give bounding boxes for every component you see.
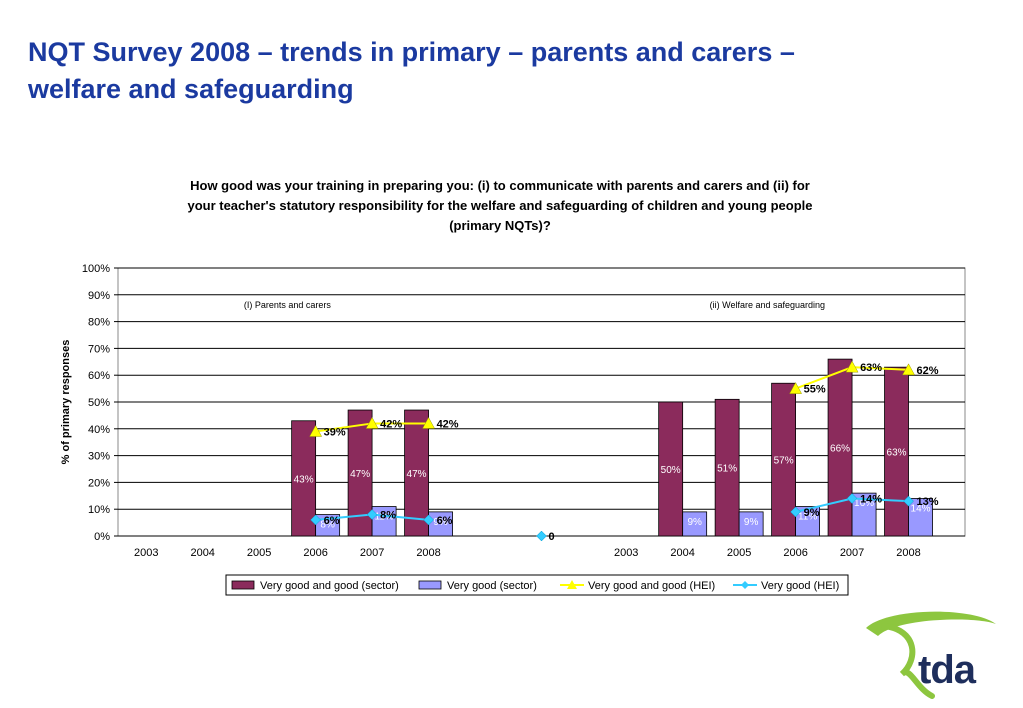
- line-data-label: 39%: [324, 426, 346, 438]
- bar-data-label: 9%: [433, 517, 448, 528]
- bar-sector-very-good: [428, 511, 453, 537]
- legend-entry: Very good and good (sector): [260, 580, 399, 592]
- legend-swatch: [418, 580, 442, 590]
- bar-data-label: 63%: [887, 448, 907, 459]
- bar-sector-good: [714, 398, 740, 537]
- line-data-label: 55%: [804, 384, 826, 396]
- bar-data-label: 47%: [350, 469, 370, 480]
- marker-hei-good: [365, 416, 379, 429]
- gap-marker: [536, 530, 547, 542]
- x-tick-label: 2007: [360, 547, 384, 559]
- x-tick-label: 2004: [670, 547, 694, 559]
- bar-sector-good: [884, 366, 909, 537]
- y-tick-label: 100%: [82, 263, 110, 275]
- x-tick-label: 2008: [896, 547, 920, 559]
- line-data-label: 63%: [860, 362, 882, 374]
- group-label: (I) Parents and carers: [244, 300, 332, 310]
- bar-sector-very-good: [908, 498, 933, 537]
- bar-data-label: 9%: [687, 517, 702, 528]
- marker-hei-very-good: [366, 509, 378, 520]
- group-label: (ii) Welfare and safeguarding: [710, 300, 825, 310]
- marker-hei-good: [309, 424, 323, 437]
- marker-hei-good: [422, 416, 435, 429]
- bar-sector-good: [827, 358, 853, 537]
- chart-title-line-3: (primary NQTs)?: [449, 218, 551, 233]
- bar-data-label: 16%: [854, 498, 874, 509]
- y-tick-label: 90%: [88, 290, 110, 302]
- slide-title-line-2: welfare and safeguarding: [28, 74, 354, 104]
- bar-sector-very-good: [371, 506, 397, 537]
- marker-hei-good: [845, 360, 859, 373]
- bar-sector-very-good: [682, 511, 708, 537]
- bar-data-label: 9%: [744, 517, 759, 528]
- bar-data-label: 14%: [911, 503, 931, 514]
- y-tick-label: 50%: [88, 397, 110, 409]
- x-tick-label: 2005: [247, 547, 271, 559]
- y-axis-label: % of primary responses: [60, 340, 72, 465]
- bar-data-label: 8%: [320, 520, 335, 531]
- y-tick-label: 80%: [88, 317, 110, 329]
- marker-hei-good: [789, 382, 803, 394]
- chart-title-line-1: How good was your training in preparing …: [190, 178, 810, 193]
- marker-hei-good: [902, 363, 915, 376]
- bar-sector-good: [404, 409, 429, 537]
- gap-marker-label: 0: [549, 531, 555, 543]
- line-data-label: 14%: [860, 493, 882, 505]
- chart-title-line-2: your teacher's statutory responsibility …: [187, 198, 813, 213]
- legend-box: [225, 574, 849, 596]
- legend-entry: Very good (HEI): [761, 580, 839, 592]
- bar-data-label: 66%: [830, 444, 850, 455]
- x-tick-label: 2007: [840, 547, 864, 559]
- x-tick-label: 2006: [783, 547, 807, 559]
- x-tick-label: 2006: [303, 547, 327, 559]
- tda-logo: [866, 611, 996, 699]
- y-tick-label: 20%: [88, 477, 110, 489]
- marker-hei-very-good: [423, 514, 434, 526]
- line-data-label: 6%: [437, 515, 453, 527]
- y-tick-label: 40%: [88, 424, 110, 436]
- slide-title: NQT Survey 2008 – trends in primary – pa…: [28, 34, 988, 108]
- x-tick-label: 2003: [614, 547, 638, 559]
- marker-hei-very-good: [903, 495, 914, 507]
- bar-sector-good: [658, 401, 684, 537]
- y-tick-label: 30%: [88, 451, 110, 463]
- x-tick-label: 2005: [727, 547, 751, 559]
- y-tick-label: 60%: [88, 370, 110, 382]
- logo-text: tda: [918, 648, 976, 692]
- bar-data-label: 11%: [374, 512, 393, 523]
- legend-entry: Very good (sector): [447, 580, 537, 592]
- legend-swatch: [231, 580, 255, 590]
- bar-sector-good: [291, 420, 317, 537]
- line-data-label: 42%: [380, 418, 402, 430]
- chart-title: How good was your training in preparing …: [130, 176, 870, 236]
- line-data-label: 8%: [380, 510, 396, 522]
- y-tick-label: 10%: [88, 504, 110, 516]
- legend-marker: [567, 580, 577, 589]
- x-tick-label: 2004: [190, 547, 214, 559]
- bar-data-label: 43%: [294, 474, 314, 485]
- line-data-label: 9%: [804, 507, 820, 519]
- y-tick-label: 0%: [94, 531, 110, 543]
- y-tick-label: 70%: [88, 343, 110, 355]
- legend-entry: Very good and good (HEI): [588, 580, 715, 592]
- line-data-label: 62%: [917, 365, 939, 377]
- marker-hei-very-good: [310, 514, 321, 526]
- marker-hei-very-good: [790, 506, 801, 518]
- slide-title-line-1: NQT Survey 2008 – trends in primary – pa…: [28, 37, 795, 67]
- bar-sector-very-good: [738, 511, 764, 537]
- x-tick-label: 2008: [416, 547, 440, 559]
- x-tick-label: 2003: [134, 547, 158, 559]
- line-data-label: 13%: [917, 496, 939, 508]
- bar-data-label: 51%: [717, 464, 737, 475]
- bar-data-label: 11%: [798, 512, 817, 523]
- legend-marker: [741, 581, 749, 589]
- bar-data-label: 57%: [774, 456, 794, 467]
- line-data-label: 6%: [324, 515, 340, 527]
- line-data-label: 42%: [437, 418, 459, 430]
- bar-data-label: 50%: [661, 465, 681, 476]
- marker-hei-very-good: [846, 493, 858, 504]
- bar-data-label: 47%: [407, 469, 427, 480]
